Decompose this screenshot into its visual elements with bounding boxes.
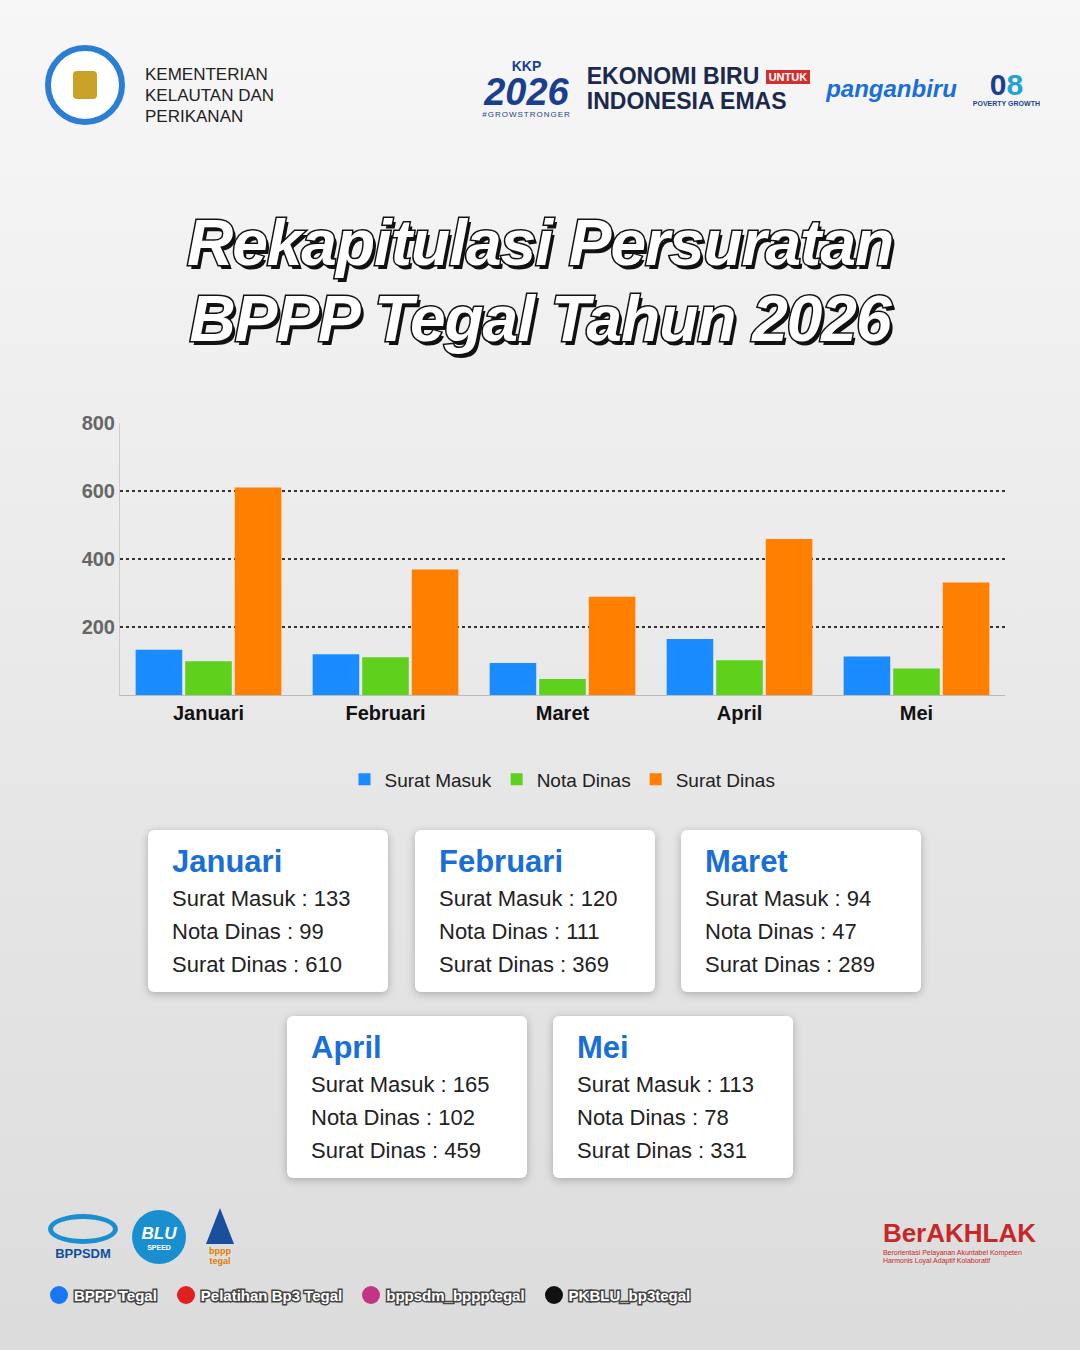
html-text:Surat Dinas : 289: Surat Dinas : 289 <box>705 952 875 977</box>
html-text:2026: 2026 <box>484 71 569 113</box>
html-text:Pelatihan Bp3 Tegal: Pelatihan Bp3 Tegal <box>200 1286 343 1304</box>
html-text:Nota Dinas : 102: Nota Dinas : 102 <box>311 1105 475 1130</box>
html-text:Mei: Mei <box>577 1030 629 1065</box>
svg-text:Nota Dinas: Nota Dinas <box>537 770 631 791</box>
html-text:KKP: KKP <box>511 58 542 74</box>
html-text:Surat Masuk : 94: Surat Masuk : 94 <box>705 886 872 911</box>
svg-text:800: 800 <box>82 412 115 434</box>
html-text:BPPP Tegal: BPPP Tegal <box>74 1286 157 1304</box>
html-text:Berorientasi Pelayanan Akuntab: Berorientasi Pelayanan Akuntabel Kompete… <box>882 1249 1022 1256</box>
html-text:Surat Dinas : 610: Surat Dinas : 610 <box>172 952 342 977</box>
html-text:SPEED: SPEED <box>147 1243 171 1251</box>
svg-text:Januari: Januari <box>173 702 244 724</box>
svg-text:400: 400 <box>82 548 115 570</box>
html-text:UNTUK: UNTUK <box>768 71 808 84</box>
html-text:PKBLU_bp3tegal: PKBLU_bp3tegal <box>568 1286 691 1304</box>
svg-text:Surat Dinas: Surat Dinas <box>676 770 775 791</box>
svg-text:April: April <box>717 702 763 724</box>
svg-text:600: 600 <box>82 480 115 502</box>
html-text:Januari: Januari <box>172 844 283 879</box>
html-text:Surat Masuk : 113: Surat Masuk : 113 <box>577 1072 754 1097</box>
html-text:BPPSDM: BPPSDM <box>55 1245 111 1261</box>
html-text:Nota Dinas : 47: Nota Dinas : 47 <box>705 919 857 944</box>
html-text:Februari: Februari <box>439 844 563 879</box>
html-text:Surat Masuk : 133: Surat Masuk : 133 <box>172 886 351 911</box>
html-text:Surat Dinas : 331: Surat Dinas : 331 <box>577 1138 747 1163</box>
html-text:panganbiru: panganbiru <box>826 74 957 102</box>
svg-text:200: 200 <box>82 616 115 638</box>
html-text:bppsdm_bppptegal: bppsdm_bppptegal <box>386 1286 525 1304</box>
html-text:Maret: Maret <box>705 844 788 879</box>
html-text:bppp tegal: bppp tegal <box>209 1246 231 1266</box>
html-text:Rekapitulasi Persuratan: Rekapitulasi Persuratan <box>186 207 894 279</box>
html-text:#GROWSTRONGER: #GROWSTRONGER <box>482 110 571 119</box>
html-text:BPPP Tegal Tahun 2026: BPPP Tegal Tahun 2026 <box>189 283 891 355</box>
html-text:BLU: BLU <box>141 1223 177 1243</box>
html-text:KEMENTERIAN: KEMENTERIAN <box>145 65 268 84</box>
html-text:Harmonis Loyal Adaptif Kolabor: Harmonis Loyal Adaptif Kolaboratif <box>882 1257 991 1264</box>
html-text:PERIKANAN: PERIKANAN <box>145 107 244 126</box>
html-text:KELAUTAN DAN: KELAUTAN DAN <box>145 86 275 105</box>
html-text:Surat Dinas : 369: Surat Dinas : 369 <box>439 952 609 977</box>
html-text:Surat Masuk : 120: Surat Masuk : 120 <box>439 886 618 911</box>
svg-text:Surat Masuk: Surat Masuk <box>385 770 492 791</box>
html-text:Surat Dinas : 459: Surat Dinas : 459 <box>311 1138 481 1163</box>
html-text:Nota Dinas : 78: Nota Dinas : 78 <box>577 1105 729 1130</box>
svg-text:Mei: Mei <box>900 702 933 724</box>
html-text:April: April <box>311 1030 382 1065</box>
html-text:POVERTY GROWTH: POVERTY GROWTH <box>972 100 1040 107</box>
html-text:Nota Dinas : 99: Nota Dinas : 99 <box>172 919 324 944</box>
html-text:Nota Dinas : 111: Nota Dinas : 111 <box>439 919 600 944</box>
html-text:0 8: 0 8 <box>989 68 1024 101</box>
html-text:INDONESIA EMAS: INDONESIA EMAS <box>586 88 787 115</box>
svg-text:Februari: Februari <box>345 702 425 724</box>
html-text:BerAKHLAK: BerAKHLAK <box>882 1218 1036 1248</box>
html-text:EKONOMI BIRU: EKONOMI BIRU <box>586 62 766 89</box>
html-text:Surat Masuk : 165: Surat Masuk : 165 <box>311 1072 490 1097</box>
svg-text:Maret: Maret <box>536 702 590 724</box>
